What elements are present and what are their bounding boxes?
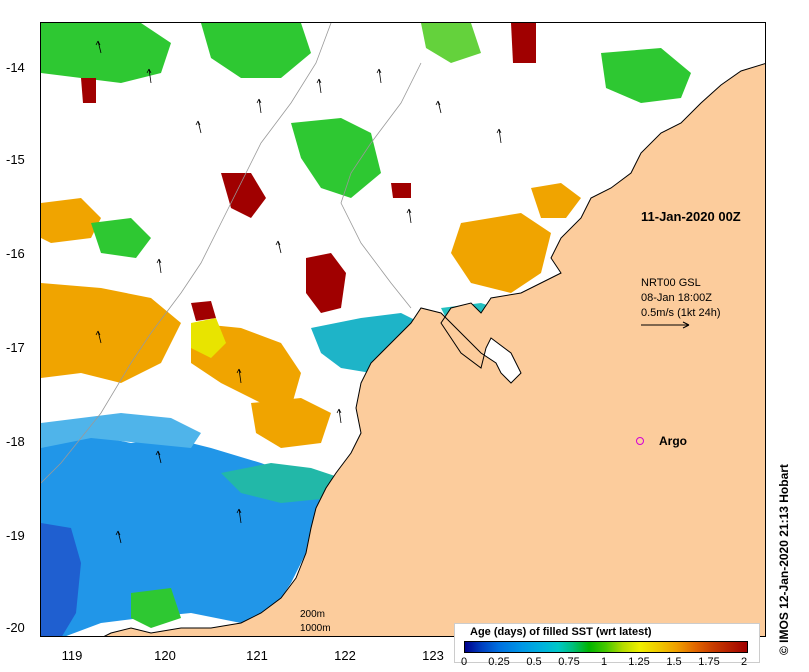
colorbar <box>464 641 748 653</box>
x-tick-label: 121 <box>246 648 268 663</box>
sst-orange-east <box>451 213 551 293</box>
map-canvas <box>41 23 765 636</box>
date-label: 11-Jan-2020 00Z <box>641 209 741 224</box>
colorbar-tick: 0 <box>460 656 468 668</box>
sst-green-northeast <box>601 48 691 103</box>
land-mass <box>103 63 765 636</box>
argo-marker-icon <box>636 437 644 445</box>
current-vectors <box>95 40 502 544</box>
colorbar-tick: 2 <box>740 656 748 668</box>
x-tick-label: 119 <box>61 648 83 663</box>
colorbar-tick: 0.25 <box>488 656 510 668</box>
argo-label: Argo <box>659 434 687 448</box>
colorbar-tick: 1.5 <box>666 656 682 668</box>
sst-darkred-topleft <box>81 78 96 103</box>
depth-legend-1000: 1000m <box>300 623 331 634</box>
sst-teal-south <box>221 463 341 503</box>
sst-green-west <box>91 218 151 258</box>
colorbar-tick: 1.25 <box>628 656 650 668</box>
map-area <box>40 22 766 637</box>
colorbar-tick: 1.75 <box>698 656 720 668</box>
sst-darkred-topright <box>511 23 536 63</box>
vector-legend-line2: 08-Jan 18:00Z <box>641 292 712 304</box>
vector-scale-arrow <box>641 321 690 329</box>
colorbar-tick: 1 <box>600 656 608 668</box>
depth-legend: 200m 1000m <box>300 608 331 636</box>
vector-legend: NRT00 GSL 08-Jan 18:00Z 0.5m/s (1kt 24h) <box>641 276 720 321</box>
sst-deepblue-southwest <box>41 523 81 636</box>
sst-lime-north <box>421 23 481 63</box>
sst-orange-west <box>41 283 181 383</box>
colorbar-title: Age (days) of filled SST (wrt latest) <box>470 626 652 638</box>
y-tick-label: -17 <box>6 340 25 355</box>
sst-darkred-center <box>306 253 346 313</box>
sst-green-north <box>201 23 311 78</box>
bathymetry-contours <box>41 23 422 484</box>
sst-darkred-east <box>391 183 411 198</box>
sst-patches <box>41 23 691 636</box>
y-tick-label: -19 <box>6 528 25 543</box>
sst-lightblue-band <box>41 413 201 448</box>
sst-green-center <box>291 118 381 198</box>
sst-darkred-west <box>191 301 216 321</box>
credit-label: © IMOS 12-Jan-2020 21:13 Hobart <box>777 464 791 655</box>
x-tick-label: 123 <box>422 648 444 663</box>
x-tick-label: 120 <box>154 648 176 663</box>
vector-legend-line1: NRT00 GSL <box>641 277 701 289</box>
y-tick-label: -20 <box>6 620 25 635</box>
vector-legend-line3: 0.5m/s (1kt 24h) <box>641 307 721 319</box>
depth-legend-200: 200m <box>300 609 326 620</box>
colorbar-tick: 0.5 <box>526 656 542 668</box>
sst-green-south <box>131 588 181 628</box>
sst-orange-coast <box>531 183 581 218</box>
y-tick-label: -18 <box>6 434 25 449</box>
sst-yellow-patch <box>191 318 226 358</box>
sst-orange-north <box>41 198 101 243</box>
y-tick-label: -14 <box>6 60 25 75</box>
sst-orange-mid <box>251 398 331 448</box>
sst-green-northwest <box>41 23 171 83</box>
y-tick-label: -15 <box>6 152 25 167</box>
colorbar-tick: 0.75 <box>558 656 580 668</box>
y-tick-label: -16 <box>6 246 25 261</box>
x-tick-label: 122 <box>334 648 356 663</box>
sst-darkred-north <box>221 173 266 218</box>
